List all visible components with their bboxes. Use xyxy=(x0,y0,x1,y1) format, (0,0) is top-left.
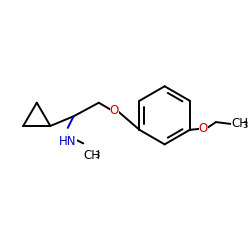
Text: 3: 3 xyxy=(94,151,99,160)
Text: CH: CH xyxy=(83,149,100,162)
Text: O: O xyxy=(199,122,208,135)
Text: 3: 3 xyxy=(242,120,248,130)
Text: HN: HN xyxy=(59,135,76,148)
Text: O: O xyxy=(110,104,119,117)
Text: CH: CH xyxy=(232,116,248,130)
